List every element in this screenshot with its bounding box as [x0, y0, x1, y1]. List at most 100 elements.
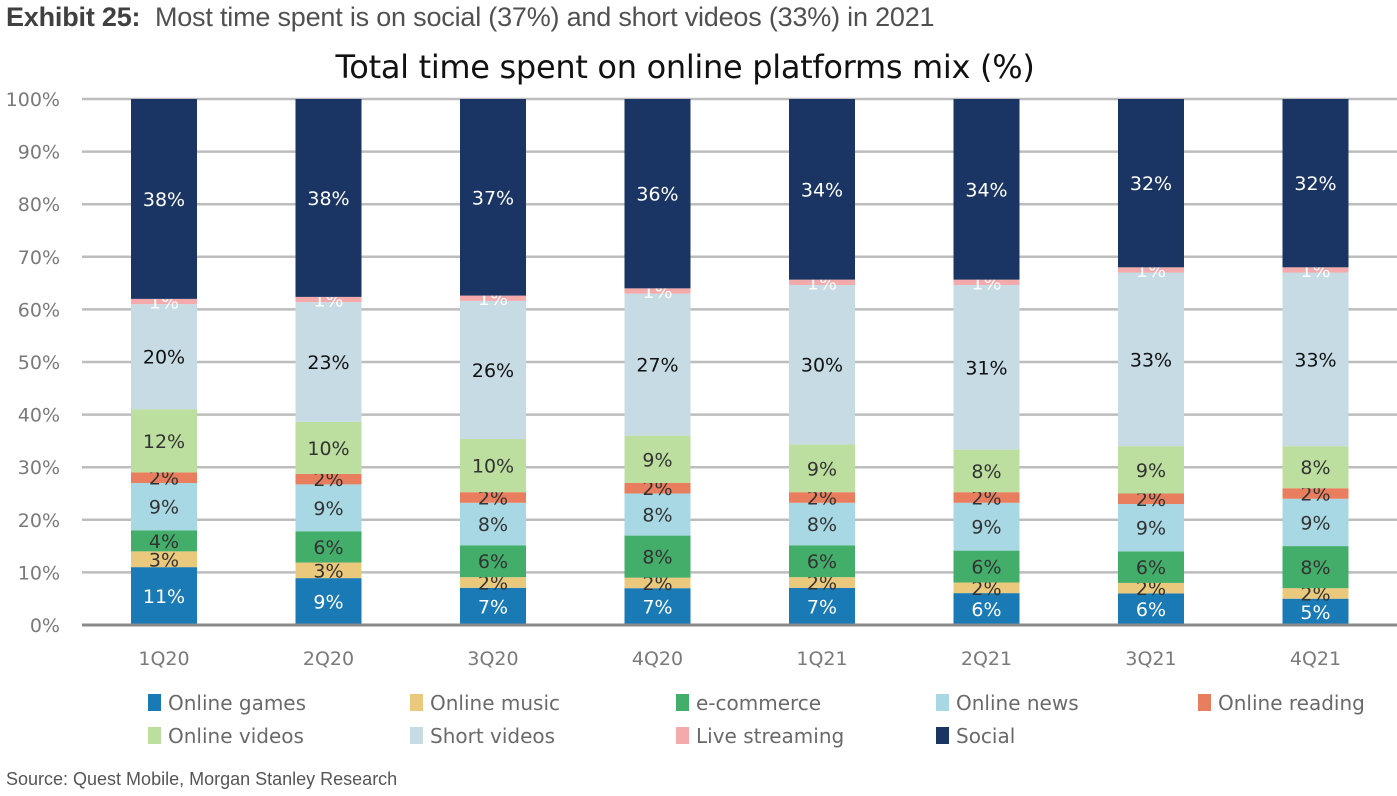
data-label: 10%	[472, 456, 514, 478]
bar-segment	[1282, 546, 1349, 589]
chart-title: Total time spent on online platforms mix…	[335, 48, 1035, 86]
x-tick-label: 1Q21	[796, 648, 847, 670]
data-label: 6%	[971, 599, 1001, 621]
bar-segment	[624, 288, 691, 294]
exhibit-label: Exhibit 25:	[6, 2, 141, 32]
bar-segment	[953, 284, 1020, 450]
bar-segment	[789, 284, 855, 445]
bar-segment	[131, 472, 197, 483]
legend-label: Online games	[168, 691, 306, 715]
bar-segment	[1282, 498, 1349, 547]
y-tick-label: 10%	[18, 562, 60, 584]
bar-segment	[1118, 582, 1184, 594]
bar-segment	[460, 545, 526, 578]
y-tick-label: 90%	[18, 142, 60, 164]
bar-segment	[953, 449, 1020, 493]
legend-swatch	[1198, 694, 1211, 711]
bar-segment	[295, 99, 362, 297]
bar-segment	[789, 99, 855, 280]
bar-segment	[789, 492, 855, 503]
legend-label: Online videos	[168, 724, 304, 748]
data-label: 27%	[636, 355, 678, 377]
y-tick-label: 50%	[18, 352, 60, 374]
bar-segment	[789, 502, 855, 546]
bar-segment	[460, 492, 526, 503]
bar-segment	[789, 545, 855, 578]
bar-segment	[1118, 267, 1184, 273]
data-label: 2%	[313, 469, 343, 491]
bar-segment	[1282, 446, 1349, 489]
y-tick-label: 20%	[18, 510, 60, 532]
bar-segment	[1282, 272, 1349, 447]
bar-segment	[624, 588, 691, 625]
bar-segment	[1118, 593, 1184, 625]
bar-segment	[460, 577, 526, 588]
exhibit-heading: Exhibit 25: Most time spent is on social…	[6, 2, 935, 33]
data-label: 2%	[971, 578, 1001, 600]
data-label: 3%	[149, 549, 179, 571]
x-tick-label: 2Q20	[303, 648, 354, 670]
data-label: 9%	[1136, 518, 1166, 540]
data-label: 2%	[971, 487, 1001, 509]
x-tick-label: 4Q20	[632, 648, 683, 670]
legend-label: Live streaming	[696, 724, 844, 748]
data-label: 6%	[971, 557, 1001, 579]
bar-segment	[1118, 99, 1184, 268]
x-tick-label: 1Q20	[138, 648, 189, 670]
legend-label: Online reading	[1218, 691, 1365, 715]
data-label: 5%	[1300, 602, 1330, 624]
data-label: 38%	[143, 189, 185, 211]
bar-segment	[789, 587, 855, 625]
data-label: 8%	[1300, 557, 1330, 579]
bar-segment	[1118, 493, 1184, 505]
bar-segment	[624, 577, 691, 589]
bar-segment	[295, 531, 362, 563]
bar-segment	[460, 300, 526, 440]
data-label: 7%	[478, 596, 508, 618]
data-label: 37%	[472, 187, 514, 209]
bar-segment	[624, 293, 691, 436]
y-tick-label: 30%	[18, 457, 60, 479]
legend-swatch	[936, 694, 949, 711]
x-tick-label: 2Q21	[961, 648, 1012, 670]
data-label: 8%	[971, 461, 1001, 483]
data-label: 7%	[807, 596, 837, 618]
data-label: 6%	[1136, 557, 1166, 579]
y-tick-label: 0%	[30, 615, 60, 637]
data-label: 2%	[1300, 484, 1330, 506]
bar-segment	[460, 99, 526, 296]
data-label: 8%	[642, 505, 672, 527]
bar-segment	[1282, 598, 1349, 625]
data-label: 9%	[971, 517, 1001, 539]
bar-segment	[295, 473, 362, 485]
legend-label: Online news	[956, 691, 1079, 715]
data-label: 2%	[807, 572, 837, 594]
data-label: 6%	[807, 551, 837, 573]
data-label: 2%	[478, 487, 508, 509]
data-label: 8%	[1300, 457, 1330, 479]
data-label: 2%	[642, 573, 672, 595]
data-label: 9%	[807, 458, 837, 480]
data-label: 36%	[636, 184, 678, 206]
bar-segment	[789, 577, 855, 588]
y-tick-label: 80%	[18, 194, 60, 216]
bar-segment	[953, 279, 1020, 285]
data-label: 2%	[1300, 583, 1330, 605]
data-label: 9%	[642, 449, 672, 471]
bar-segment	[131, 551, 197, 568]
data-label: 31%	[965, 357, 1007, 379]
data-label: 2%	[478, 572, 508, 594]
x-tick-label: 4Q21	[1290, 648, 1341, 670]
data-label: 6%	[313, 537, 343, 559]
bar-segment	[624, 493, 691, 536]
data-label: 26%	[472, 360, 514, 382]
bar-segment	[460, 502, 526, 546]
data-label: 33%	[1294, 349, 1336, 371]
bar-segment	[295, 562, 362, 579]
bar-segment	[295, 484, 362, 532]
bar-segment	[624, 482, 691, 494]
data-label: 9%	[313, 592, 343, 614]
bar-segment	[1282, 99, 1349, 268]
legend-swatch	[148, 727, 161, 744]
